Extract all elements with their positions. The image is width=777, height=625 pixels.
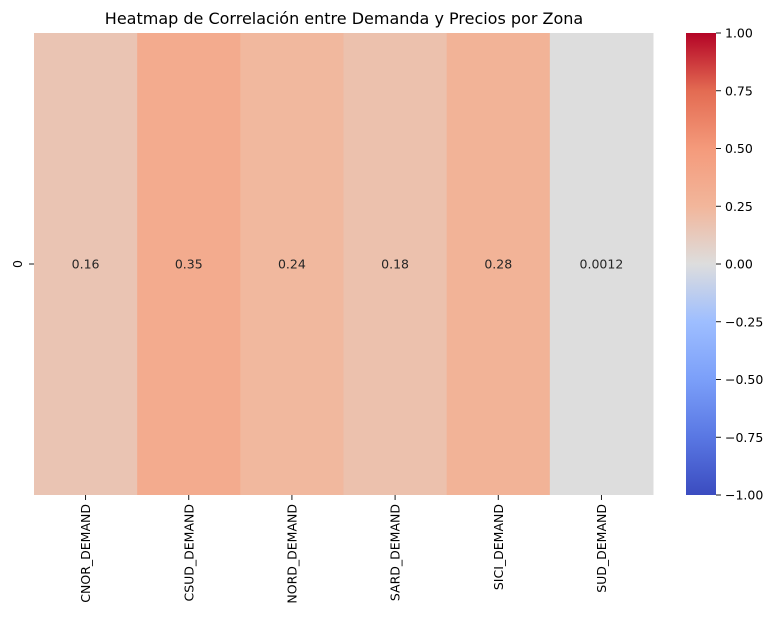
heatmap-cell	[240, 33, 344, 495]
colorbar-tick-label: −0.50	[725, 372, 763, 387]
colorbar-tick-label: 1.00	[725, 26, 753, 41]
heatmap-cell	[137, 33, 241, 495]
colorbar-tick-label: 0.50	[725, 141, 753, 156]
heatmap-cell	[549, 33, 654, 495]
y-axis: 0	[10, 260, 34, 268]
colorbar-tick-label: −1.00	[725, 488, 763, 503]
cell-value-label: 0.18	[381, 257, 409, 272]
colorbar-axis: 1.00 0.75 0.50 0.25 0.00 −0.25 −0.50 −0.75 −1.00	[716, 26, 763, 503]
cell-value-label: 0.0012	[580, 257, 624, 272]
chart-title: Heatmap de Correlación entre Demanda y P…	[105, 9, 583, 28]
cell-value-label: 0.35	[175, 257, 203, 272]
heatmap-cell	[446, 33, 551, 495]
y-tick-label: 0	[10, 260, 25, 268]
x-tick-label: CNOR_DEMAND	[78, 504, 93, 603]
x-tick-label: NORD_DEMAND	[284, 504, 299, 604]
colorbar-tick-label: −0.75	[725, 430, 763, 445]
heatmap-cell	[34, 33, 138, 495]
cell-value-label: 0.24	[278, 257, 306, 272]
colorbar-tick-label: −0.25	[725, 314, 763, 329]
heatmap-cell	[343, 33, 448, 495]
x-tick-label: CSUD_DEMAND	[181, 504, 196, 602]
heatmap-cells	[34, 33, 654, 495]
colorbar-tick-label: 0.00	[725, 257, 753, 272]
x-tick-label: SICI_DEMAND	[491, 504, 506, 590]
x-tick-label: SARD_DEMAND	[388, 504, 403, 601]
cell-value-label: 0.16	[72, 257, 100, 272]
colorbar	[686, 33, 716, 495]
cell-value-label: 0.28	[484, 257, 512, 272]
x-tick-label: SUD_DEMAND	[594, 504, 609, 593]
colorbar-tick-label: 0.75	[725, 83, 753, 98]
x-axis: CNOR_DEMAND CSUD_DEMAND NORD_DEMAND SARD_DE…	[78, 495, 609, 604]
colorbar-tick-label: 0.25	[725, 199, 753, 214]
heatmap-cell-labels: 0.16 0.35 0.24 0.18 0.28 0.0012	[72, 257, 624, 272]
